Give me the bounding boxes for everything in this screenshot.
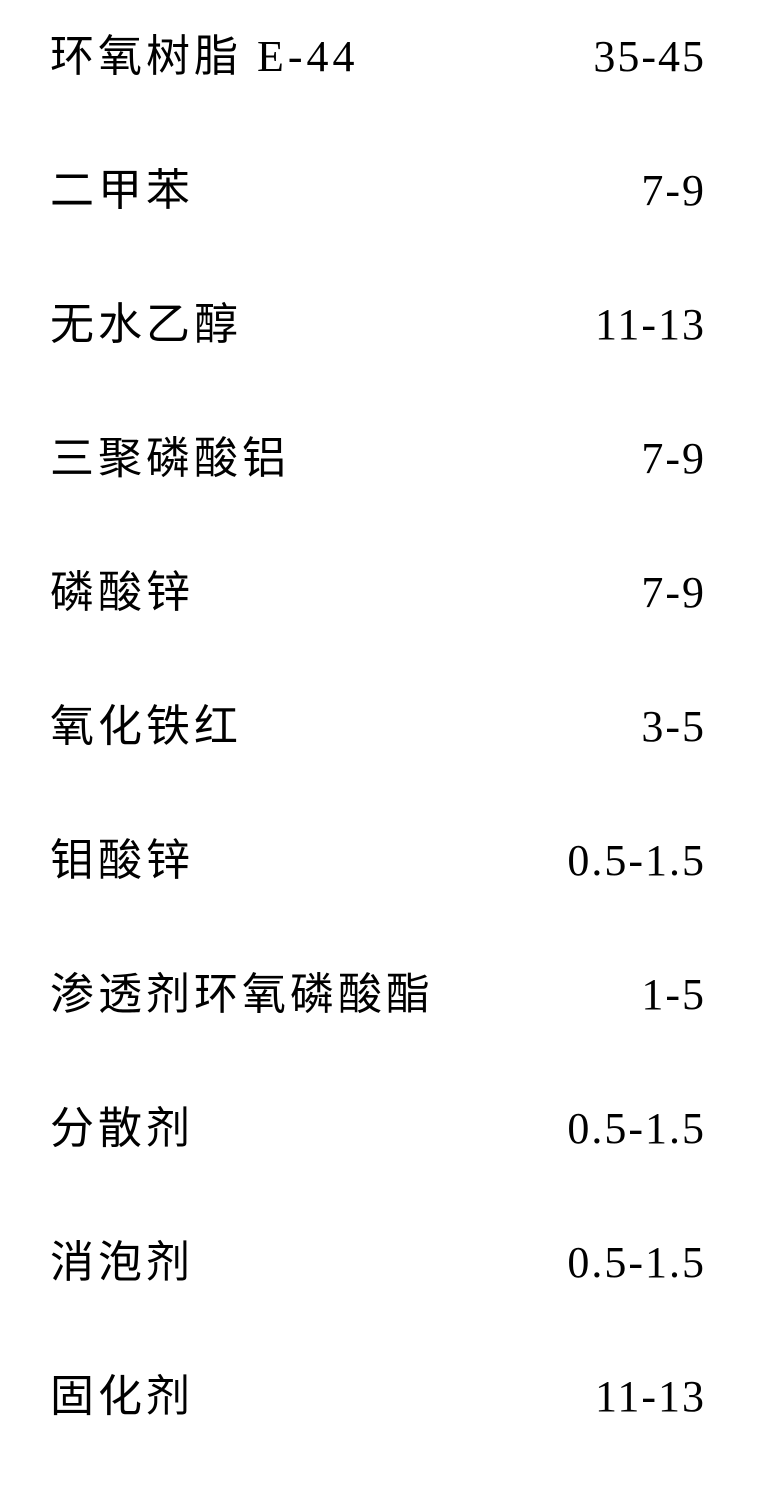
ingredient-value: 11-13 (595, 1371, 716, 1422)
table-row: 氧化铁红 3-5 (50, 690, 716, 754)
ingredient-value: 0.5-1.5 (567, 1103, 716, 1154)
ingredient-label: 氧化铁红 (50, 690, 242, 754)
table-row: 环氧树脂 E-44 35-45 (50, 20, 716, 84)
table-row: 固化剂 11-13 (50, 1360, 716, 1424)
ingredient-value: 1-5 (641, 969, 716, 1020)
table-row: 渗透剂环氧磷酸酯 1-5 (50, 958, 716, 1022)
ingredient-value: 11-13 (595, 299, 716, 350)
ingredient-value: 0.5-1.5 (567, 1237, 716, 1288)
ingredient-value: 7-9 (641, 567, 716, 618)
table-row: 三聚磷酸铝 7-9 (50, 422, 716, 486)
ingredient-value: 3-5 (641, 701, 716, 752)
ingredient-label: 二甲苯 (50, 154, 194, 218)
table-row: 二甲苯 7-9 (50, 154, 716, 218)
ingredient-label: 渗透剂环氧磷酸酯 (50, 958, 434, 1022)
ingredient-label: 分散剂 (50, 1092, 194, 1156)
ingredient-label: 钼酸锌 (50, 824, 194, 888)
ingredient-value: 7-9 (641, 433, 716, 484)
ingredient-label: 三聚磷酸铝 (50, 422, 290, 486)
table-row: 消泡剂 0.5-1.5 (50, 1226, 716, 1290)
composition-table: 环氧树脂 E-44 35-45 二甲苯 7-9 无水乙醇 11-13 三聚磷酸铝… (50, 20, 716, 1424)
ingredient-label: 磷酸锌 (50, 556, 194, 620)
table-row: 磷酸锌 7-9 (50, 556, 716, 620)
ingredient-label: 消泡剂 (50, 1226, 194, 1290)
ingredient-value: 0.5-1.5 (567, 835, 716, 886)
ingredient-value: 7-9 (641, 165, 716, 216)
table-row: 无水乙醇 11-13 (50, 288, 716, 352)
table-row: 分散剂 0.5-1.5 (50, 1092, 716, 1156)
ingredient-label: 无水乙醇 (50, 288, 242, 352)
table-row: 钼酸锌 0.5-1.5 (50, 824, 716, 888)
ingredient-label: 环氧树脂 E-44 (50, 20, 359, 84)
ingredient-value: 35-45 (593, 31, 716, 82)
ingredient-label: 固化剂 (50, 1360, 194, 1424)
